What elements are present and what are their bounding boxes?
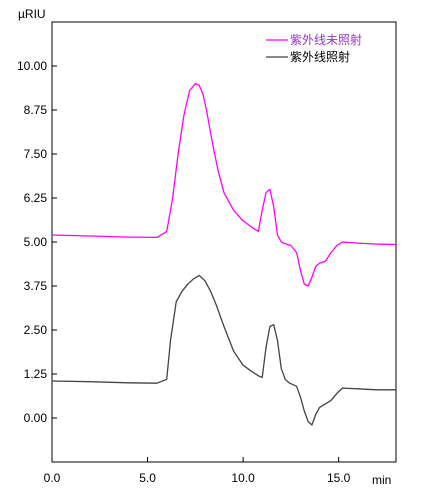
x-axis: 0.0 5.0 10.0 15.0 [44,457,351,485]
y-tick-label: 7.50 [24,147,48,161]
y-tick-label: 5.00 [24,235,48,249]
y-tick-label: 6.25 [24,191,48,205]
y-unit-label: µRIU [18,7,46,21]
x-tick-label: 5.0 [139,471,156,485]
series-line-2 [51,274,396,426]
y-tick-label: 1.25 [24,367,48,381]
plot-frame [51,21,397,463]
y-tick-label: 0.00 [24,411,48,425]
y-tick-label: 10.00 [17,59,47,73]
y-axis: 0.00 1.25 2.50 3.75 5.00 6.25 7.50 8.75 10.00 [17,59,57,425]
x-unit-label: min [372,473,391,487]
x-tick-label: 15.0 [327,471,351,485]
x-tick-label: 10.0 [231,471,255,485]
legend-label-2: 紫外线照射 [290,49,350,64]
y-tick-label: 3.75 [24,279,48,293]
series-line-1 [51,82,397,287]
y-tick-label: 8.75 [24,103,48,117]
legend-label-1: 紫外线未照射 [290,32,362,47]
x-tick-label: 0.0 [44,471,61,485]
y-tick-label: 2.50 [24,323,48,337]
series-layer [51,82,397,426]
